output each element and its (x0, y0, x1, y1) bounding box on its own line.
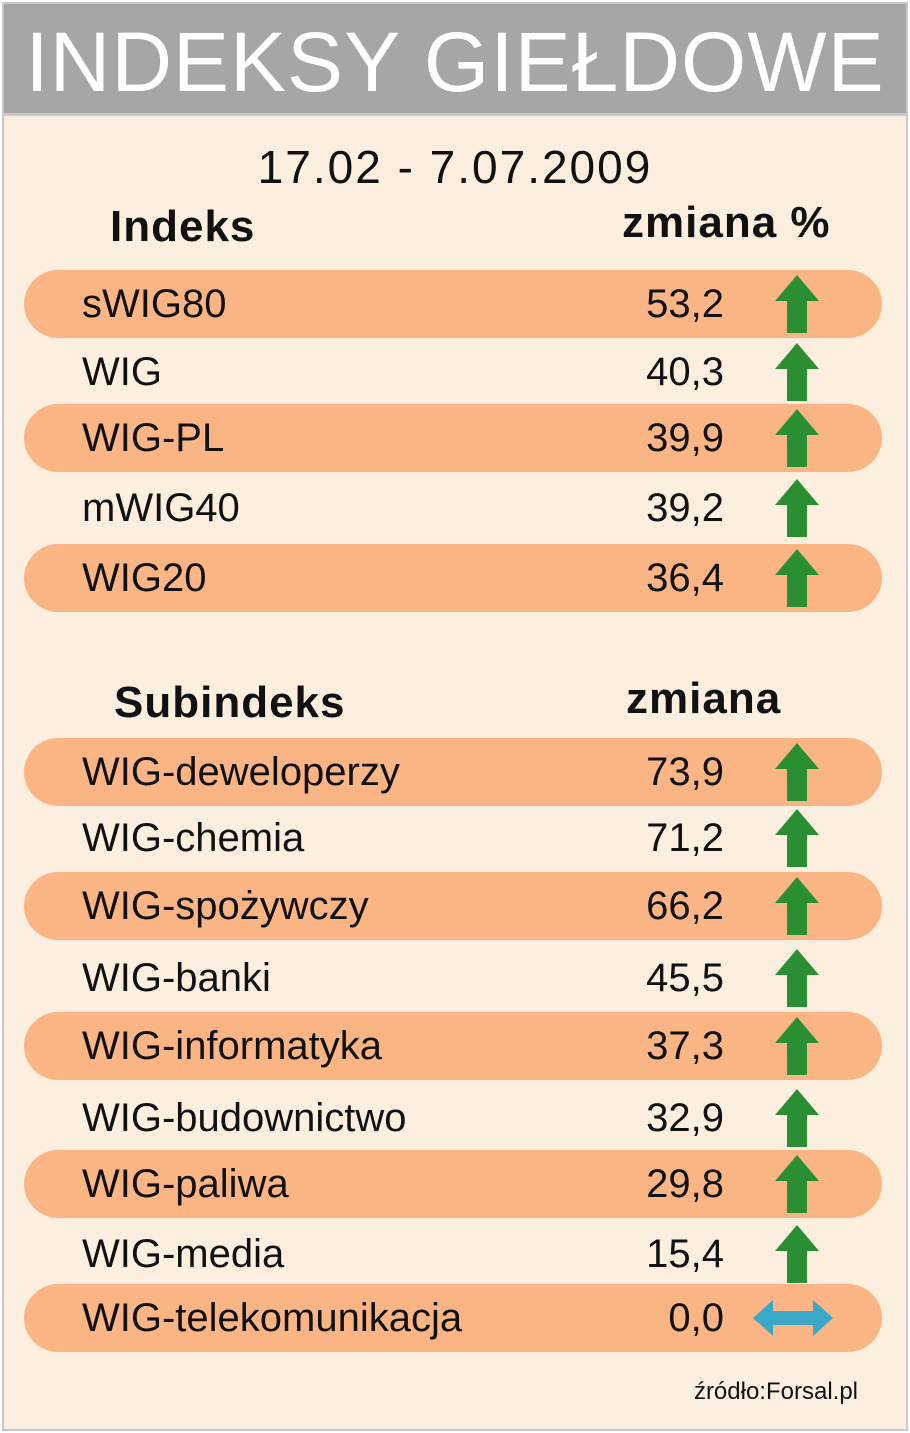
indeks-row-label: WIG (82, 350, 162, 394)
up-arrow-icon (762, 1084, 832, 1152)
subindeks-row: WIG-paliwa 29,8 (24, 1150, 882, 1218)
indeks-header-name: Indeks (110, 202, 256, 251)
indeks-row-value: 36,4 (646, 556, 724, 600)
subindeks-row-label: WIG-paliwa (82, 1162, 289, 1206)
up-arrow-icon (762, 404, 832, 472)
indeks-header-change: zmiana % (622, 198, 831, 247)
subindeks-row-value: 15,4 (646, 1232, 724, 1276)
subindeks-row: WIG-budownictwo 32,9 (24, 1084, 882, 1152)
subindeks-row: WIG-media 15,4 (24, 1220, 882, 1288)
subindeks-row-label: WIG-deweloperzy (82, 750, 400, 794)
indeks-row: WIG20 36,4 (24, 544, 882, 612)
subindeks-row-label: WIG-budownictwo (82, 1096, 407, 1140)
indeks-row-value: 39,2 (646, 486, 724, 530)
up-arrow-icon (762, 944, 832, 1012)
indeks-row: mWIG40 39,2 (24, 474, 882, 542)
subindeks-row-label: WIG-banki (82, 956, 271, 1000)
up-arrow-icon (762, 474, 832, 542)
indeks-row-value: 53,2 (646, 282, 724, 326)
subindeks-row: WIG-chemia 71,2 (24, 804, 882, 872)
indeks-row: sWIG80 53,2 (24, 270, 882, 338)
up-arrow-icon (762, 738, 832, 806)
indeks-row-value: 39,9 (646, 416, 724, 460)
indeks-row-value: 40,3 (646, 350, 724, 394)
subindeks-row: WIG-telekomunikacja 0,0 (24, 1284, 882, 1352)
up-arrow-icon (762, 544, 832, 612)
subindeks-header-change: zmiana (626, 674, 782, 723)
subindeks-header-name: Subindeks (114, 678, 346, 727)
indeks-row-label: sWIG80 (82, 282, 227, 326)
subindeks-row-value: 71,2 (646, 816, 724, 860)
indeks-row-label: mWIG40 (82, 486, 240, 530)
up-arrow-icon (762, 804, 832, 872)
subindeks-row: WIG-informatyka 37,3 (24, 1012, 882, 1080)
subindeks-row-value: 32,9 (646, 1096, 724, 1140)
subindeks-row-label: WIG-telekomunikacja (82, 1296, 463, 1340)
period-label: 17.02 - 7.07.2009 (257, 141, 653, 193)
subindeks-row-value: 37,3 (646, 1024, 724, 1068)
subindeks-row-label: WIG-media (82, 1232, 285, 1276)
up-arrow-icon (762, 270, 832, 338)
subindeks-row: WIG-spożywczy 66,2 (24, 872, 882, 940)
subindeks-row-label: WIG-chemia (82, 816, 305, 860)
up-arrow-icon (762, 1220, 832, 1288)
subindeks-row-value: 45,5 (646, 956, 724, 1000)
indeks-row: WIG 40,3 (24, 338, 882, 406)
indeks-row-label: WIG20 (82, 556, 207, 600)
source-credit: źródło:Forsal.pl (693, 1378, 858, 1405)
subindeks-row-value: 29,8 (646, 1162, 724, 1206)
page-title: INDEKSY GIEŁDOWE (25, 15, 885, 109)
subindeks-row: WIG-banki 45,5 (24, 944, 882, 1012)
subindeks-row-label: WIG-informatyka (82, 1024, 383, 1068)
indeks-row-label: WIG-PL (82, 416, 225, 460)
indeks-row: WIG-PL 39,9 (24, 404, 882, 472)
subindeks-row-value: 0,0 (668, 1296, 724, 1340)
up-arrow-icon (762, 1150, 832, 1218)
up-arrow-icon (762, 872, 832, 940)
subindeks-row-value: 66,2 (646, 884, 724, 928)
subindeks-row: WIG-deweloperzy 73,9 (24, 738, 882, 806)
title-bar: INDEKSY GIEŁDOWE (4, 4, 906, 116)
subindeks-row-value: 73,9 (646, 750, 724, 794)
up-arrow-icon (762, 338, 832, 406)
subindeks-row-label: WIG-spożywczy (82, 884, 369, 928)
left-right-arrow-icon (748, 1284, 838, 1352)
up-arrow-icon (762, 1012, 832, 1080)
